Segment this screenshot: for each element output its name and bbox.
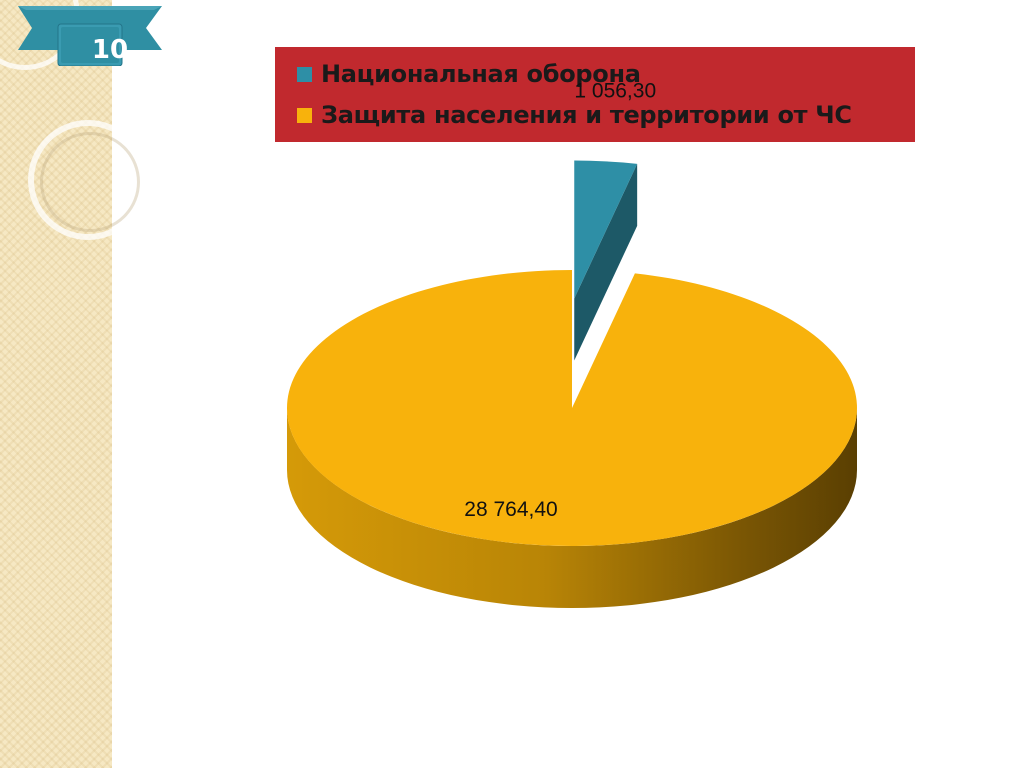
decorative-ring — [40, 132, 140, 232]
decorative-ring — [28, 120, 148, 240]
slide-number: 10 — [91, 35, 129, 65]
pie-slice-side — [287, 408, 857, 608]
ribbon-icon — [18, 6, 162, 67]
pie-slice-group — [287, 270, 858, 608]
decorative-side-strip — [0, 0, 148, 768]
pie-data-label: 1 056,30 — [574, 79, 656, 102]
legend-swatch — [297, 66, 312, 82]
legend-item: Национальная оборона — [297, 58, 641, 90]
pie-slice — [574, 160, 638, 299]
pie-data-label: 28 764,40 — [464, 498, 557, 521]
slide-number-badge: 10 — [18, 6, 162, 67]
chart-legend: Национальная оборона Защита населения и … — [275, 47, 915, 142]
legend-item: Защита населения и территории от ЧС — [297, 99, 852, 131]
pie-slice-wall — [574, 163, 638, 361]
pie-slice-group — [574, 160, 638, 361]
legend-label: Национальная оборона — [321, 60, 641, 88]
legend-swatch — [297, 107, 312, 123]
legend-label: Защита населения и территории от ЧС — [321, 101, 852, 129]
pie-slice — [287, 270, 858, 546]
